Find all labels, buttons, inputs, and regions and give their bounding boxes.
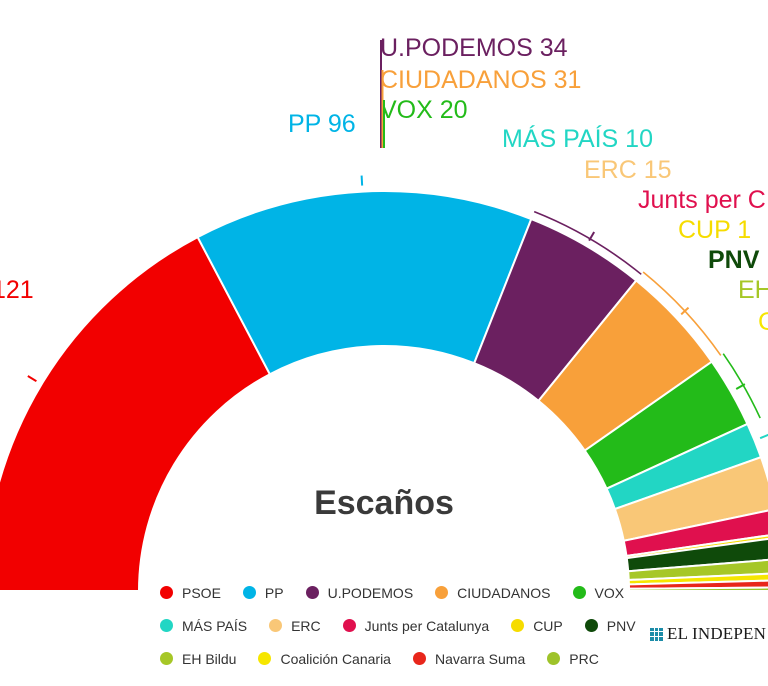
legend-swatch	[435, 586, 449, 599]
label-pnv: PNV	[708, 246, 760, 274]
leader-line-psoe	[27, 375, 37, 383]
leader-line-pp	[360, 175, 364, 186]
legend-swatch	[584, 619, 598, 632]
bracket-arc-vox	[722, 353, 761, 419]
legend-row: PSOE PP U.PODEMOS CIUDADANOS VOX	[160, 576, 640, 609]
legend-label: PSOE	[182, 584, 221, 601]
legend-item-navarra-suma: Navarra Suma	[412, 650, 526, 667]
label-ciudadanos: CIUDADANOS 31	[380, 66, 581, 94]
legend-swatch	[412, 652, 426, 665]
legend-label: ERC	[291, 617, 321, 634]
label-cup: CUP 1	[678, 216, 751, 244]
legend-swatch	[258, 652, 272, 665]
legend-label: U.PODEMOS	[327, 584, 414, 601]
legend-swatch	[160, 652, 173, 665]
seat-segment-prc	[627, 586, 768, 592]
legend-item-cup: CUP	[511, 618, 563, 634]
legend-swatch	[547, 652, 561, 665]
legend-item-ciudadanos: CIUDADANOS	[435, 584, 551, 601]
label-u-podemos: U.PODEMOS 34	[380, 34, 568, 62]
legend: PSOE PP U.PODEMOS CIUDADANOS VOX MÁS PAÍS ERC J…	[160, 576, 640, 675]
label-psoe: 121	[0, 276, 34, 304]
legend-row: MÁS PAÍS ERC Junts per Catalunya CUP PNV	[160, 609, 640, 642]
legend-label: PP	[264, 584, 284, 601]
legend-item-prc: PRC	[547, 651, 599, 667]
label-eh-bildu: EH	[738, 276, 768, 304]
bracket-arc-ciudadanos	[642, 271, 722, 356]
legend-item-psoe: PSOE	[160, 585, 221, 601]
brand-logo: EL INDEPEN	[650, 624, 766, 644]
legend-label: PNV	[606, 617, 636, 634]
brand-text: EL INDEPEN	[667, 624, 767, 643]
legend-item-vox: VOX	[572, 584, 625, 601]
legend-label: MÁS PAÍS	[182, 617, 248, 634]
legend-swatch	[160, 619, 173, 632]
legend-label: CUP	[533, 617, 563, 634]
legend-swatch	[572, 586, 586, 599]
legend-swatch	[269, 619, 283, 632]
legend-item-erc: ERC	[269, 618, 321, 634]
legend-label: CIUDADANOS	[457, 584, 551, 601]
label-coalicion-canaria: C	[758, 308, 768, 336]
legend-label: EH Bildu	[182, 650, 237, 667]
legend-item-pp: PP	[242, 584, 284, 601]
legend-swatch	[305, 586, 319, 599]
legend-label: Navarra Suma	[434, 650, 526, 667]
legend-item-coalicion-canaria: Coalición Canaria	[258, 651, 391, 667]
legend-swatch	[342, 619, 356, 632]
label-pp: PP 96	[288, 110, 356, 138]
legend-swatch	[242, 586, 256, 599]
bracket-arc-u-podemos	[533, 210, 642, 275]
brand-grid-icon	[650, 627, 663, 641]
legend-label: Coalición Canaria	[280, 650, 391, 667]
legend-item-junts-per-catalunya: Junts per Catalunya	[342, 617, 490, 634]
label-junts-per-catalunya: Junts per C	[638, 186, 766, 214]
legend-label: PRC	[569, 650, 599, 667]
leader-line-mas-pais	[759, 433, 768, 440]
legend-item-u-podemos: U.PODEMOS	[305, 584, 414, 601]
label-vox: VOX 20	[380, 96, 468, 124]
legend-item-mas-pais: MÁS PAÍS	[160, 618, 247, 634]
label-mas-pais: MÁS PAÍS 10	[502, 124, 653, 153]
legend-label: Junts per Catalunya	[364, 617, 490, 634]
seat-segment-psoe	[0, 235, 272, 592]
legend-swatch	[160, 586, 173, 599]
legend-item-pnv: PNV	[584, 617, 636, 634]
legend-swatch	[511, 619, 525, 632]
legend-row: EH Bildu Coalición Canaria Navarra Suma PRC	[160, 642, 640, 675]
chart-title: Escaños	[314, 484, 454, 522]
legend-label: VOX	[594, 584, 625, 601]
label-erc: ERC 15	[584, 156, 672, 184]
legend-item-eh-bildu: EH Bildu	[160, 651, 236, 667]
